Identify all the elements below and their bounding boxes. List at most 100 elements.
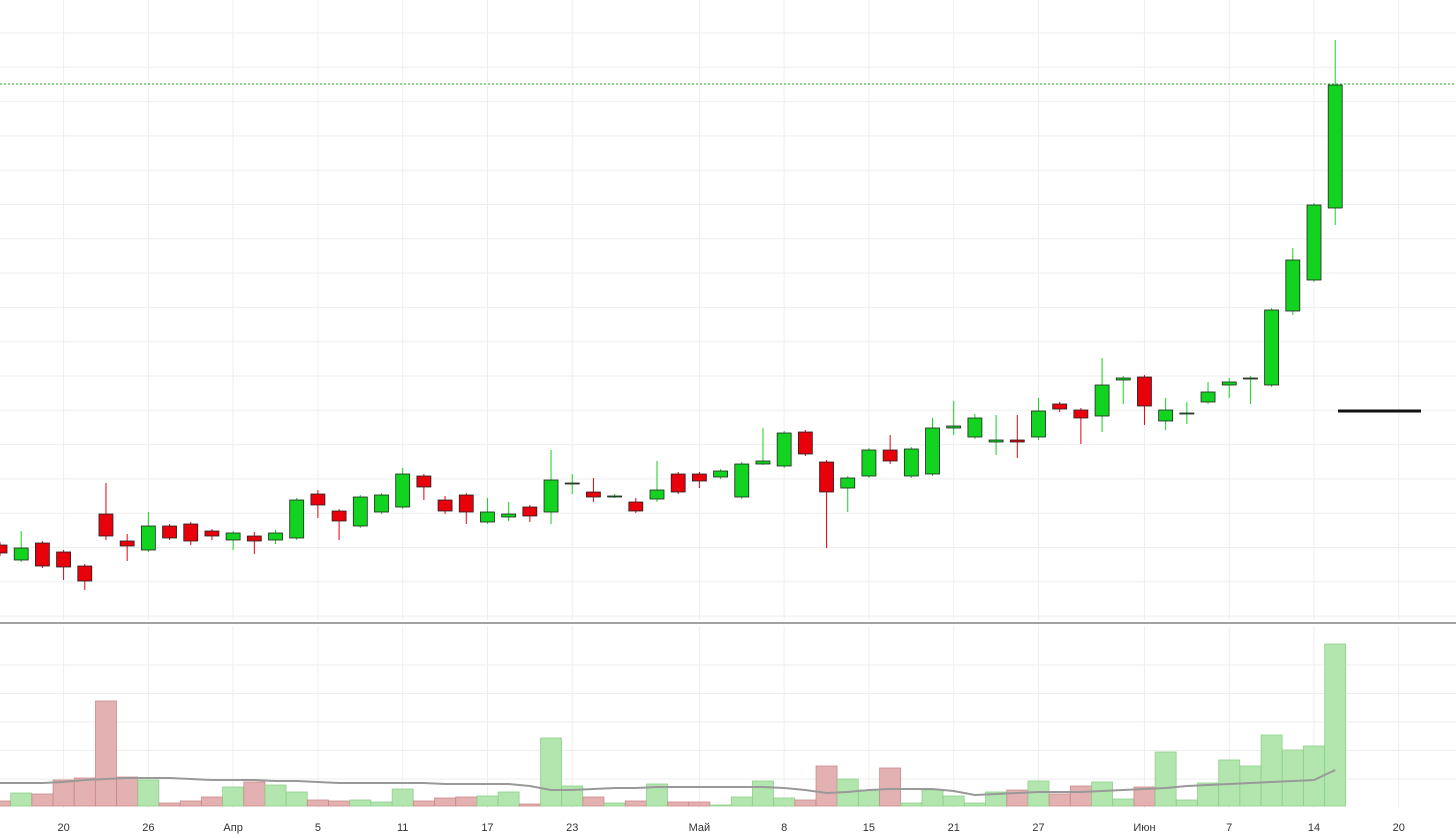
volume-bar bbox=[476, 795, 499, 807]
x-tick-label: Май bbox=[689, 822, 711, 834]
volume-bar bbox=[412, 800, 435, 807]
candle-body bbox=[98, 513, 114, 537]
volume-bar bbox=[1197, 782, 1219, 807]
candle-body bbox=[586, 491, 601, 498]
candle-body bbox=[374, 494, 389, 513]
volume-bar bbox=[179, 800, 202, 807]
x-tick-label: 26 bbox=[142, 822, 154, 834]
candle-body bbox=[1306, 204, 1322, 281]
candle-body bbox=[755, 460, 771, 465]
volume-bar bbox=[222, 786, 245, 807]
candle-body bbox=[967, 417, 983, 438]
candle-body bbox=[861, 449, 877, 477]
x-tick-label: 23 bbox=[566, 822, 578, 834]
average-line bbox=[0, 769, 1336, 797]
candle-body bbox=[1094, 384, 1110, 417]
volume-bar bbox=[1091, 781, 1113, 807]
candle-body bbox=[628, 501, 644, 512]
x-tick-label: Апр bbox=[223, 822, 242, 834]
volume-bar bbox=[582, 796, 605, 807]
candle-body bbox=[925, 427, 940, 475]
candle-body bbox=[1200, 391, 1216, 403]
candle-body bbox=[543, 479, 559, 513]
candle-body bbox=[649, 489, 665, 500]
candle-body bbox=[225, 532, 241, 541]
candle-body bbox=[13, 547, 29, 561]
candle-body bbox=[77, 565, 93, 582]
volume-bar bbox=[73, 777, 96, 807]
volume-bar bbox=[1324, 643, 1347, 807]
candle-body bbox=[776, 432, 792, 467]
volume-bar bbox=[815, 765, 838, 807]
candle-body bbox=[1115, 377, 1131, 381]
candle-body bbox=[162, 525, 177, 539]
x-tick-label: 27 bbox=[1032, 822, 1044, 834]
candle-body bbox=[1327, 84, 1343, 209]
volume-bar bbox=[307, 799, 329, 807]
candle-body bbox=[797, 431, 813, 455]
volume-bar bbox=[434, 797, 456, 807]
candle-body bbox=[607, 495, 623, 498]
volume-bar bbox=[1175, 799, 1198, 807]
x-tick-label: 7 bbox=[1226, 822, 1232, 834]
candle-body bbox=[882, 449, 898, 462]
candle-body bbox=[1158, 409, 1174, 422]
candle-body bbox=[1031, 410, 1046, 438]
volume-bar bbox=[201, 796, 223, 807]
x-tick-label: 20 bbox=[57, 822, 69, 834]
volume-bar bbox=[455, 796, 478, 807]
candle-body bbox=[416, 475, 432, 488]
candle-body bbox=[1052, 403, 1068, 410]
candle-body bbox=[946, 425, 962, 429]
volume-bar bbox=[794, 799, 817, 807]
x-tick-label: 11 bbox=[397, 822, 408, 834]
candle-body bbox=[395, 473, 411, 508]
candle-body bbox=[840, 477, 856, 489]
volume-bar bbox=[349, 799, 372, 807]
candle-body bbox=[246, 535, 262, 542]
volume-bar bbox=[942, 795, 965, 807]
volume-bar bbox=[116, 776, 139, 807]
candle-body bbox=[1264, 309, 1280, 386]
volume-bar bbox=[603, 802, 626, 807]
volume-bar bbox=[158, 802, 181, 807]
candle-body bbox=[289, 499, 305, 539]
volume-bar bbox=[137, 779, 160, 807]
volume-bar bbox=[858, 789, 880, 807]
candle-body bbox=[988, 439, 1004, 443]
volume-bar bbox=[0, 800, 11, 807]
volume-bar bbox=[752, 780, 774, 807]
candle-body bbox=[458, 494, 474, 513]
volume-bar bbox=[624, 800, 647, 807]
volume-bar bbox=[497, 791, 520, 807]
candle-body bbox=[140, 525, 156, 551]
volume-bar bbox=[709, 804, 732, 807]
candle-body bbox=[564, 482, 580, 485]
volume-bar bbox=[52, 779, 75, 807]
volume-bar bbox=[1281, 749, 1304, 807]
candle-body bbox=[1073, 409, 1089, 419]
candle-body bbox=[1179, 412, 1195, 415]
volume-bar bbox=[328, 800, 350, 807]
volume-bar bbox=[667, 801, 690, 807]
candle-body bbox=[501, 513, 517, 518]
volume-bar bbox=[879, 767, 902, 807]
volume-bar bbox=[730, 796, 753, 807]
candle-body bbox=[437, 499, 453, 512]
volume-bar bbox=[1154, 751, 1177, 807]
candle-body bbox=[183, 523, 199, 542]
x-tick-label: Июн bbox=[1133, 822, 1155, 834]
x-tick-label: 20 bbox=[1393, 822, 1405, 834]
volume-bar bbox=[921, 789, 944, 807]
candle-body bbox=[352, 496, 368, 527]
candle-body bbox=[903, 448, 919, 477]
candle-body bbox=[734, 463, 750, 498]
candle-body bbox=[56, 551, 71, 568]
x-tick-label: 8 bbox=[781, 822, 787, 834]
candle-body bbox=[713, 470, 728, 478]
volume-bar bbox=[370, 801, 393, 807]
volume-bar bbox=[1048, 793, 1071, 807]
candle-body bbox=[331, 510, 347, 522]
